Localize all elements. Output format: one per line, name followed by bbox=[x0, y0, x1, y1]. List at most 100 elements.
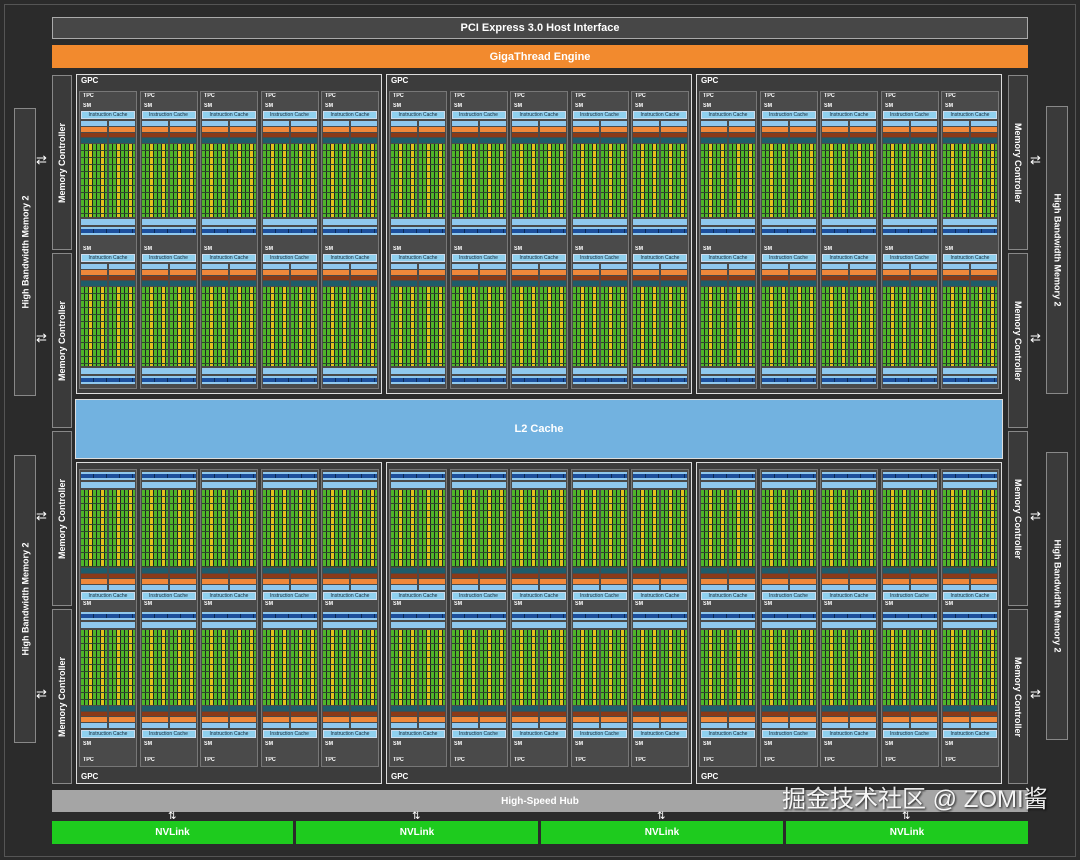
nvlink-4: NVLink bbox=[786, 821, 1028, 844]
cuda-cores bbox=[262, 287, 289, 366]
memory-controller-right: Memory Controller bbox=[1008, 609, 1028, 784]
sm-unit bbox=[971, 133, 997, 137]
instruction-cache: Instruction Cache bbox=[572, 730, 627, 738]
sm-unit bbox=[391, 579, 417, 584]
sm-unit bbox=[882, 270, 909, 275]
sm-unit bbox=[479, 568, 506, 573]
sm-processing-blocks bbox=[262, 490, 317, 590]
processing-block bbox=[600, 121, 627, 217]
processing-block bbox=[850, 490, 876, 590]
instruction-cache: Instruction Cache bbox=[323, 254, 377, 262]
sm-unit bbox=[419, 585, 445, 590]
cuda-cores bbox=[633, 630, 659, 705]
sm-unit bbox=[729, 127, 755, 132]
sm-unit bbox=[540, 723, 566, 728]
sm-unit bbox=[391, 706, 417, 711]
bidirectional-arrow-icon: ⇄ bbox=[36, 330, 47, 345]
sm-label: SM bbox=[635, 103, 644, 109]
sm-unit bbox=[230, 121, 256, 126]
processing-block bbox=[822, 630, 848, 728]
sm-processing-blocks bbox=[822, 264, 876, 366]
sm-unit bbox=[262, 712, 289, 716]
sm-unit bbox=[202, 127, 228, 132]
instruction-cache: Instruction Cache bbox=[701, 254, 755, 262]
sm-unit bbox=[789, 717, 816, 722]
tpc-label: TPC bbox=[703, 757, 714, 763]
sm-unit bbox=[351, 264, 377, 269]
sm-label: SM bbox=[264, 741, 273, 747]
streaming-multiprocessor: Instruction Cache bbox=[141, 472, 196, 600]
sm-unit bbox=[600, 127, 627, 132]
processing-block bbox=[882, 121, 909, 217]
texture-units bbox=[141, 612, 196, 620]
sm-label: SM bbox=[325, 741, 334, 747]
sm-unit bbox=[419, 121, 445, 126]
cuda-cores bbox=[729, 144, 755, 217]
sm-unit bbox=[391, 723, 417, 728]
processing-block bbox=[451, 490, 478, 590]
sm-unit bbox=[600, 717, 627, 722]
tpc-label: TPC bbox=[393, 93, 404, 99]
sm-label: SM bbox=[945, 103, 954, 109]
sm-unit bbox=[451, 127, 478, 132]
sm-unit bbox=[290, 270, 317, 275]
sm-unit bbox=[202, 717, 228, 722]
sm-unit bbox=[850, 121, 876, 126]
cuda-cores bbox=[262, 490, 289, 567]
sm-processing-blocks bbox=[761, 490, 816, 590]
memory-controller-label: Memory Controller bbox=[1013, 122, 1024, 203]
texture-units bbox=[761, 376, 816, 384]
sm-unit bbox=[323, 723, 349, 728]
memory-controller-right: Memory Controller bbox=[1008, 431, 1028, 606]
sm-unit bbox=[572, 127, 599, 132]
processing-block bbox=[419, 264, 445, 366]
sm-unit bbox=[479, 264, 506, 269]
tpc-label: TPC bbox=[824, 757, 835, 763]
sm-unit bbox=[850, 717, 876, 722]
processing-block bbox=[109, 630, 135, 728]
sm-unit bbox=[479, 585, 506, 590]
streaming-multiprocessor: Instruction Cache bbox=[323, 254, 377, 384]
instruction-cache: Instruction Cache bbox=[943, 254, 997, 262]
sm-label: SM bbox=[143, 103, 152, 109]
sm-unit bbox=[290, 264, 317, 269]
instruction-cache: Instruction Cache bbox=[262, 254, 317, 262]
sm-processing-blocks bbox=[141, 630, 196, 728]
instruction-cache: Instruction Cache bbox=[451, 111, 506, 119]
sm-unit bbox=[451, 133, 478, 137]
sm-unit bbox=[512, 568, 538, 573]
instruction-cache: Instruction Cache bbox=[451, 592, 506, 600]
sm-unit bbox=[169, 712, 196, 716]
cuda-cores bbox=[789, 144, 816, 217]
cuda-cores bbox=[169, 490, 196, 567]
sm-unit bbox=[850, 138, 876, 143]
tpc: Instruction Cache SM Instruction Cache SM TP… bbox=[820, 469, 878, 767]
sm-unit bbox=[451, 574, 478, 578]
streaming-multiprocessor: Instruction Cache bbox=[572, 254, 627, 384]
sm-label: SM bbox=[763, 246, 772, 252]
sm-unit bbox=[600, 264, 627, 269]
sm-label: SM bbox=[763, 601, 772, 607]
sm-unit bbox=[761, 138, 788, 143]
sm-unit bbox=[81, 568, 107, 573]
instruction-cache: Instruction Cache bbox=[882, 254, 937, 262]
instruction-cache: Instruction Cache bbox=[202, 254, 256, 262]
gpc-label: GPC bbox=[701, 772, 719, 781]
sm-unit bbox=[391, 219, 445, 225]
memory-controller-right: Memory Controller bbox=[1008, 253, 1028, 428]
sm-unit bbox=[822, 579, 848, 584]
cuda-cores bbox=[451, 287, 478, 366]
texture-units bbox=[202, 227, 256, 235]
sm-unit bbox=[729, 579, 755, 584]
sm-unit bbox=[202, 219, 256, 225]
sm-unit bbox=[789, 574, 816, 578]
sm-unit bbox=[351, 574, 377, 578]
sm-unit bbox=[943, 133, 969, 137]
sm-unit bbox=[141, 574, 168, 578]
cuda-cores bbox=[230, 630, 256, 705]
sm-unit bbox=[633, 219, 687, 225]
tpc: Instruction Cache SM Instruction Cache SM TP… bbox=[759, 469, 818, 767]
streaming-multiprocessor: Instruction Cache bbox=[391, 612, 445, 738]
tpc-label: TPC bbox=[453, 757, 465, 763]
instruction-cache: Instruction Cache bbox=[262, 592, 317, 600]
